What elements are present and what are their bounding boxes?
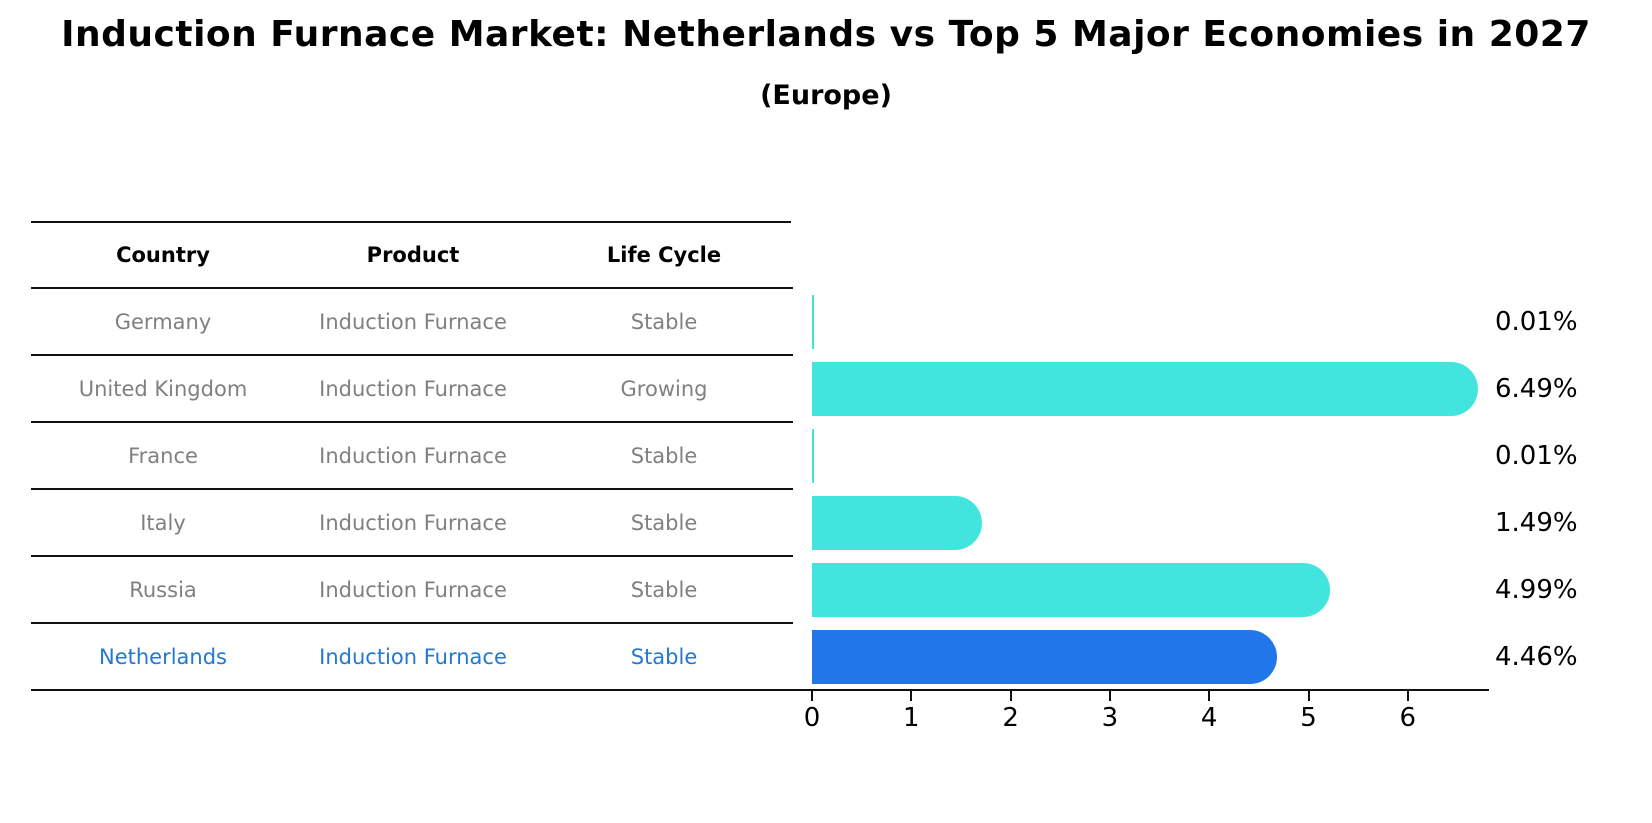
value-label-italy: 1.49% bbox=[1495, 507, 1578, 538]
y-axis-tick-5 bbox=[779, 622, 793, 624]
table-rule-4 bbox=[31, 488, 791, 490]
x-axis-label-0: 0 bbox=[803, 703, 821, 733]
table-cell-row0-col0: Germany bbox=[114, 309, 212, 334]
table-cell-row4-col0: Russia bbox=[129, 577, 197, 602]
bar-netherlands bbox=[812, 629, 1277, 684]
x-axis-label-3: 3 bbox=[1101, 703, 1119, 733]
table-cell-row3-col0: Italy bbox=[140, 510, 186, 535]
table-cell-row3-col2: Stable bbox=[630, 510, 698, 535]
value-label-russia: 4.99% bbox=[1495, 574, 1578, 605]
x-axis-label-4: 4 bbox=[1200, 703, 1218, 733]
value-label-germany: 0.01% bbox=[1495, 306, 1578, 337]
x-axis-line bbox=[793, 689, 1489, 691]
table-header-country: Country bbox=[116, 243, 210, 267]
value-label-united-kingdom: 6.49% bbox=[1495, 373, 1578, 404]
x-axis-tick-1 bbox=[910, 691, 913, 701]
x-axis-tick-4 bbox=[1208, 691, 1211, 701]
table-rule-3 bbox=[31, 421, 791, 423]
x-axis-label-5: 5 bbox=[1300, 703, 1317, 733]
x-axis-label-2: 2 bbox=[1002, 703, 1019, 733]
table-rule-7 bbox=[31, 689, 791, 691]
bar-italy bbox=[812, 495, 982, 550]
bar-france bbox=[812, 428, 814, 483]
table-rule-5 bbox=[31, 555, 791, 557]
table-header-life-cycle: Life Cycle bbox=[606, 243, 722, 267]
x-axis-label-1: 1 bbox=[903, 703, 920, 733]
y-axis-tick-3 bbox=[779, 488, 793, 490]
table-cell-row5-col0: Netherlands bbox=[98, 644, 228, 669]
table-cell-row3-col1: Induction Furnace bbox=[319, 510, 507, 535]
chart-subtitle: (Europe) bbox=[760, 80, 892, 111]
table-header-product: Product bbox=[366, 243, 460, 267]
table-cell-row4-col2: Stable bbox=[630, 577, 698, 602]
bar-united-kingdom bbox=[812, 361, 1479, 416]
table-cell-row2-col2: Stable bbox=[630, 443, 698, 468]
x-axis-tick-0 bbox=[811, 691, 813, 701]
y-axis-tick-0 bbox=[779, 287, 793, 289]
x-axis-tick-3 bbox=[1108, 691, 1111, 701]
table-rule-0 bbox=[31, 221, 791, 223]
y-axis-tick-1 bbox=[779, 354, 793, 356]
table-cell-row2-col0: France bbox=[128, 443, 198, 468]
x-axis-tick-6 bbox=[1406, 691, 1409, 701]
table-cell-row1-col0: United Kingdom bbox=[78, 376, 248, 401]
value-label-netherlands: 4.46% bbox=[1495, 641, 1578, 672]
chart-title: Induction Furnace Market: Netherlands vs… bbox=[61, 14, 1591, 55]
table-cell-row5-col1: Induction Furnace bbox=[319, 644, 507, 669]
table-cell-row0-col2: Stable bbox=[630, 309, 698, 334]
table-rule-6 bbox=[31, 622, 791, 624]
bar-germany bbox=[812, 294, 814, 349]
y-axis-tick-4 bbox=[779, 555, 793, 557]
y-axis-tick-2 bbox=[779, 421, 793, 423]
table-rule-1 bbox=[31, 287, 791, 289]
x-axis-tick-5 bbox=[1307, 691, 1310, 701]
bar-russia bbox=[812, 562, 1330, 617]
table-cell-row4-col1: Induction Furnace bbox=[319, 577, 507, 602]
table-cell-row0-col1: Induction Furnace bbox=[319, 309, 507, 334]
table-cell-row5-col2: Stable bbox=[630, 644, 698, 669]
x-axis-label-6: 6 bbox=[1399, 703, 1417, 733]
table-cell-row1-col1: Induction Furnace bbox=[319, 376, 507, 401]
x-axis-tick-2 bbox=[1009, 691, 1012, 701]
value-label-france: 0.01% bbox=[1495, 440, 1578, 471]
table-rule-2 bbox=[31, 354, 791, 356]
table-cell-row1-col2: Growing bbox=[620, 376, 708, 401]
table-cell-row2-col1: Induction Furnace bbox=[319, 443, 507, 468]
y-axis-tick-6 bbox=[779, 689, 793, 691]
